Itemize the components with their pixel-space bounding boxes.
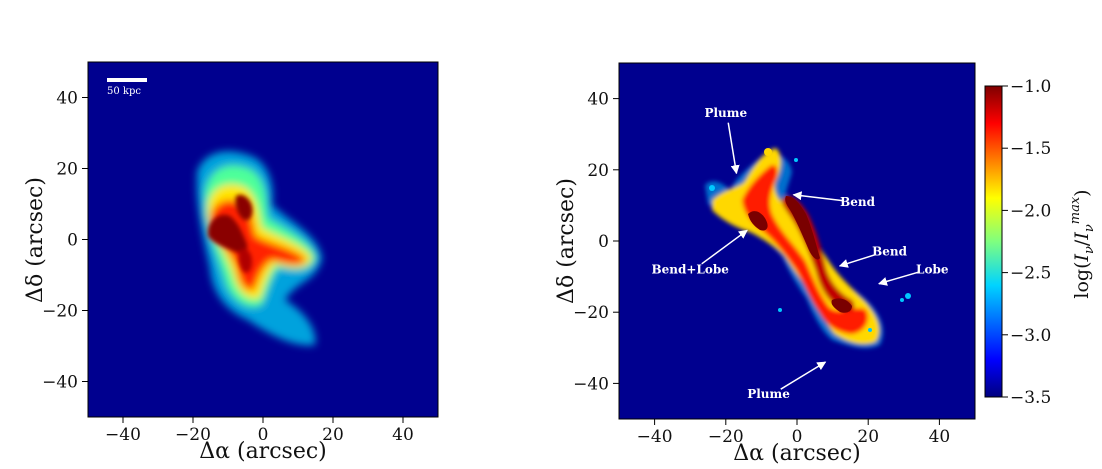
annotation-arrow: [838, 253, 877, 268]
left-x-axis-label: Δα (arcsec): [199, 439, 327, 464]
left-panel: 50 kpc −40 −20 0 20 40 −40 −20 0 20 40 Δα (arcsec…: [23, 61, 439, 464]
left-y-axis-label: Δδ (arcsec): [23, 177, 48, 303]
right-emission-core: [709, 148, 911, 332]
y-tick-label: −20: [573, 303, 609, 323]
y-tick-label: 20: [587, 161, 609, 181]
y-tick-label: 20: [56, 160, 78, 180]
annotation-label: Bend: [872, 245, 908, 259]
left-scale-bar: [107, 78, 147, 82]
left-ticks: −40 −20 0 20 40 −40 −20 0 20 40: [42, 89, 414, 446]
annotation-arrow: [878, 271, 919, 286]
x-tick-label: 40: [929, 427, 951, 447]
annotation-arrow: [727, 122, 740, 175]
x-tick-label: 40: [392, 425, 414, 445]
annotation-arrow: [701, 229, 748, 265]
y-tick-label: 40: [56, 89, 78, 109]
y-tick-label: −20: [42, 302, 78, 322]
y-tick-label: −40: [42, 373, 78, 393]
annotation-label: Bend+Lobe: [651, 262, 729, 276]
x-tick-label: 20: [322, 425, 344, 445]
x-tick-label: −20: [708, 427, 744, 447]
colorbar-tick-label: −2.0: [1010, 201, 1051, 221]
x-tick-label: −20: [175, 425, 211, 445]
colorbar-tick-label: −1.5: [1010, 139, 1051, 159]
colorbar-gradient: [984, 85, 1003, 398]
right-ticks: −40 −20 0 20 40 −40 −20 0 20 40: [573, 90, 950, 447]
left-scale-bar-label: 50 kpc: [107, 86, 141, 97]
y-tick-label: 0: [598, 232, 609, 252]
y-tick-label: −40: [573, 374, 609, 394]
colorbar-tick-label: −3.0: [1010, 326, 1051, 346]
right-panel: Plume Bend Bend Lobe Bend+Lobe Plume −40 −20 0 2…: [554, 62, 976, 466]
annotation-label: Plume: [747, 387, 790, 401]
right-annotations: Plume Bend Bend Lobe Bend+Lobe Plume: [651, 106, 948, 401]
colorbar-ticks: −1.0 −1.5 −2.0 −2.5 −3.0 −3.5: [1002, 77, 1051, 408]
colorbar: −1.0 −1.5 −2.0 −2.5 −3.0 −3.5 log(Iν/Iνmax): [984, 77, 1097, 408]
annotation-label: Plume: [704, 106, 747, 120]
colorbar-tick-label: −2.5: [1010, 264, 1051, 284]
x-tick-label: −40: [637, 427, 673, 447]
right-x-axis-label: Δα (arcsec): [733, 441, 861, 466]
y-tick-label: 40: [587, 90, 609, 110]
colorbar-tick-label: −1.0: [1010, 77, 1051, 97]
annotation-label: Lobe: [916, 262, 949, 276]
colorbar-tick-label: −3.5: [1010, 388, 1051, 408]
right-y-axis-label: Δδ (arcsec): [554, 178, 579, 304]
annotation-label: Bend: [840, 195, 876, 209]
x-tick-label: 20: [857, 427, 879, 447]
x-tick-label: −40: [105, 425, 141, 445]
x-tick-label: 0: [258, 425, 269, 445]
annotation-arrow: [780, 361, 827, 390]
annotation-arrow: [792, 191, 844, 202]
y-tick-label: 0: [67, 231, 78, 251]
colorbar-label: log(Iν/Iνmax): [1068, 189, 1097, 298]
x-tick-label: 0: [792, 427, 803, 447]
left-emission-core: [208, 194, 253, 273]
